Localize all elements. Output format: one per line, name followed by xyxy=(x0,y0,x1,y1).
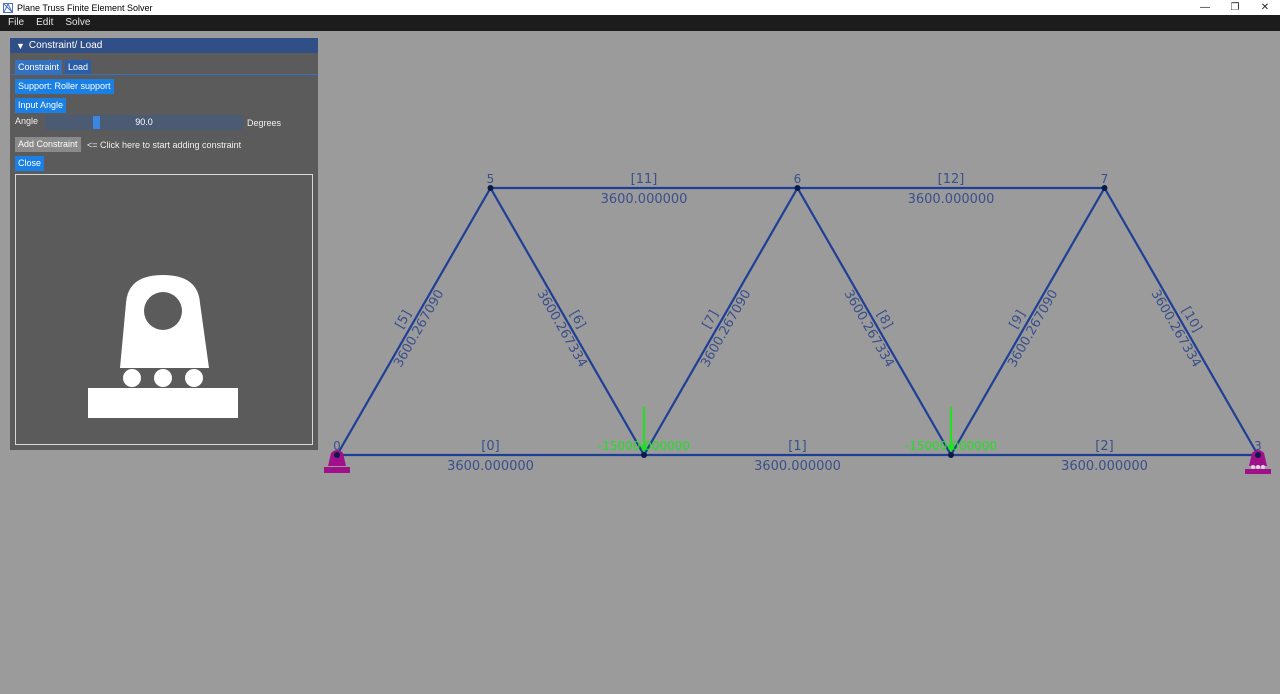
angle-value: 90.0 xyxy=(135,117,153,127)
element-id-label: [2] xyxy=(1095,439,1113,454)
tab-constraint[interactable]: Constraint xyxy=(15,60,63,75)
load-arrow-head xyxy=(640,445,648,453)
node-label: 0 xyxy=(333,439,341,453)
truss-node xyxy=(1255,452,1261,458)
support-base xyxy=(1245,469,1271,474)
truss-member xyxy=(489,187,645,456)
menu-file[interactable]: File xyxy=(8,17,25,28)
truss-member xyxy=(643,187,799,456)
support-base xyxy=(324,467,350,473)
roller-wheel xyxy=(1261,465,1265,469)
minimize-icon: — xyxy=(1200,2,1210,13)
truss-node xyxy=(948,452,954,458)
tab-divider xyxy=(10,74,318,75)
node-label: 3 xyxy=(1254,439,1262,453)
element-id-label: [0] xyxy=(481,439,499,454)
restore-icon: ❐ xyxy=(1230,2,1240,13)
element-id-label: [11] xyxy=(631,172,658,187)
support-type-button[interactable]: Support: Roller support xyxy=(15,79,114,94)
truss-member xyxy=(796,187,952,456)
angle-unit-label: Degrees xyxy=(247,118,282,128)
slider-grab[interactable] xyxy=(93,116,100,129)
element-id-label: [1] xyxy=(788,439,806,454)
minimize-button[interactable]: — xyxy=(1190,0,1220,15)
node-label: 7 xyxy=(1101,172,1109,186)
input-angle-button[interactable]: Input Angle xyxy=(15,98,67,113)
truss-node xyxy=(641,452,647,458)
angle-label: Angle xyxy=(15,116,39,126)
element-value-label: 3600.000000 xyxy=(601,192,688,207)
close-window-button[interactable]: ✕ xyxy=(1250,0,1280,15)
restore-button[interactable]: ❐ xyxy=(1220,0,1250,15)
element-value-label: 3600.000000 xyxy=(447,459,534,474)
roller-wheel xyxy=(1251,465,1255,469)
menu-edit[interactable]: Edit xyxy=(36,17,54,28)
panel-tabs: Constraint Load xyxy=(15,60,92,75)
menu-bar: File Edit Solve xyxy=(0,15,1280,31)
panel-header[interactable]: ▼ Constraint/ Load xyxy=(10,38,318,53)
support-preview xyxy=(15,174,313,445)
truss-node xyxy=(1101,185,1108,191)
load-arrow-head xyxy=(947,445,955,453)
angle-slider[interactable]: 90.0 xyxy=(45,115,243,130)
truss-canvas[interactable]: [0] 3600.000000 [1] 3600.000000 [2] 3600.0000… xyxy=(0,31,1280,694)
truss-node xyxy=(334,452,340,458)
close-panel-button[interactable]: Close xyxy=(15,156,45,171)
truss-node xyxy=(487,185,494,191)
panel-title: Constraint/ Load xyxy=(28,40,103,51)
truss-member xyxy=(950,187,1106,456)
close-icon: ✕ xyxy=(1260,2,1270,13)
truss-member xyxy=(336,187,492,456)
node-label: 5 xyxy=(487,172,495,186)
node-label: 6 xyxy=(794,172,802,186)
element-value-label: 3600.267334 xyxy=(533,287,589,370)
menu-solve[interactable]: Solve xyxy=(65,17,91,28)
element-value-label: 3600.000000 xyxy=(1061,459,1148,474)
app-icon xyxy=(3,2,13,13)
element-id-label: [12] xyxy=(938,172,965,187)
add-constraint-button[interactable]: Add Constraint xyxy=(15,137,81,152)
window-title: Plane Truss Finite Element Solver xyxy=(17,2,153,13)
element-value-label: 3600.000000 xyxy=(754,459,841,474)
title-bar: Plane Truss Finite Element Solver — ❐ ✕ xyxy=(0,0,1280,15)
tab-load[interactable]: Load xyxy=(65,60,92,75)
add-constraint-hint: <= Click here to start adding constraint xyxy=(87,140,242,150)
truss-member xyxy=(1103,187,1259,456)
element-value-label: 3600.000000 xyxy=(908,192,995,207)
roller-support-icon xyxy=(88,275,238,418)
element-value-label: 3600.267334 xyxy=(840,287,896,370)
collapse-triangle-icon: ▼ xyxy=(16,40,25,51)
constraint-load-panel: ▼ Constraint/ Load Constraint Load Suppo… xyxy=(10,38,318,450)
truss-node xyxy=(794,185,801,191)
roller-wheel xyxy=(1256,465,1260,469)
